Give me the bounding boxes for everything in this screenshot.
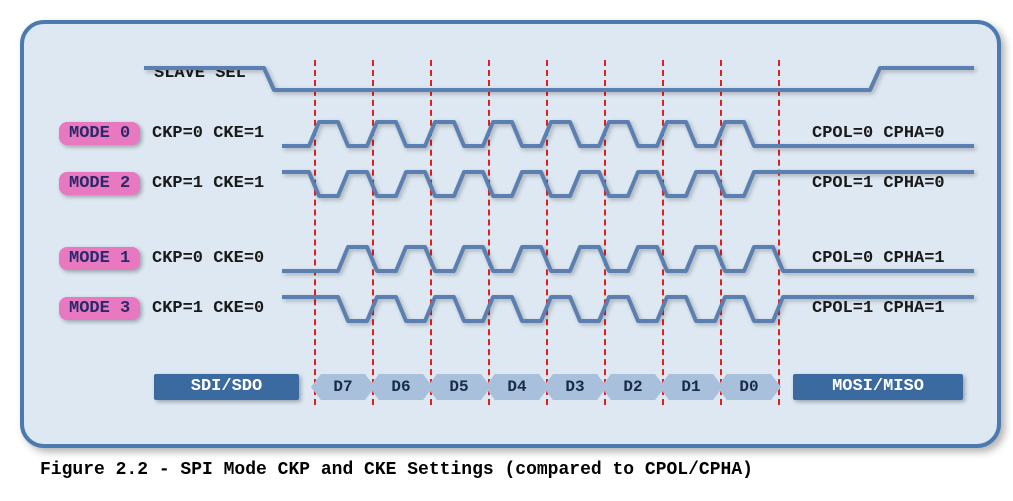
sdi-sdo-label: SDI/SDO <box>154 374 299 400</box>
data-bit: D5 <box>427 374 491 400</box>
diagram-frame: SLAVE SELMODE 0CKP=0 CKE=1CPOL=0 CPHA=0M… <box>20 20 1001 448</box>
data-bit: D0 <box>717 374 781 400</box>
data-bit: D7 <box>311 374 375 400</box>
data-bit: D3 <box>543 374 607 400</box>
data-bit: D6 <box>369 374 433 400</box>
data-bit: D4 <box>485 374 549 400</box>
data-bit: D1 <box>659 374 723 400</box>
figure-caption: Figure 2.2 - SPI Mode CKP and CKE Settin… <box>40 460 993 480</box>
data-bit: D2 <box>601 374 665 400</box>
mosi-miso-label: MOSI/MISO <box>793 374 963 400</box>
